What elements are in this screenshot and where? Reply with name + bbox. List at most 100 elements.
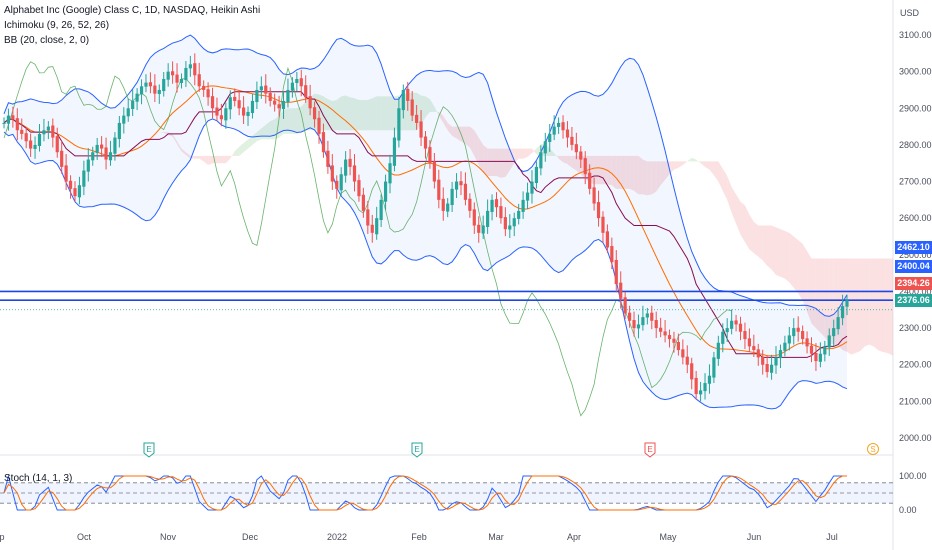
ichimoku-cloud-segment (571, 155, 577, 171)
candle-body (446, 203, 450, 212)
stoch-tick-label: 0.00 (899, 505, 917, 515)
candle-body (610, 246, 614, 263)
candle-body (676, 342, 680, 351)
ichimoku-cloud-segment (784, 231, 790, 283)
candle-body (153, 85, 157, 94)
ichimoku-cloud-segment (194, 155, 200, 159)
candle-body (406, 88, 410, 101)
candle-body (486, 210, 490, 227)
ichimoku-cloud-segment (886, 258, 892, 355)
ichimoku-cloud-segment (456, 126, 461, 142)
candle-body (747, 338, 751, 347)
candle-body (335, 180, 339, 189)
y-tick-label: 2100.00 (899, 396, 932, 406)
ichimoku-cloud-segment (602, 155, 608, 185)
candle-body (725, 328, 729, 333)
candle-body (104, 147, 108, 160)
ichimoku-cloud-segment (469, 126, 475, 156)
ichimoku-cloud-segment (452, 126, 457, 139)
ichimoku-cloud-segment (531, 148, 537, 155)
candle-body (171, 71, 175, 76)
candle-body (730, 320, 734, 329)
ichimoku-cloud-segment (185, 152, 191, 159)
ichimoku-cloud-segment (625, 155, 630, 189)
ichimoku-cloud-segment (629, 155, 635, 191)
candle-body (210, 96, 215, 109)
ichimoku-cloud-segment (758, 225, 763, 261)
candle-body (135, 93, 139, 102)
ichimoku-cloud-segment (287, 108, 293, 134)
ichimoku-cloud-segment (673, 161, 679, 170)
ichimoku-cloud-segment (563, 155, 568, 165)
candle-body (51, 125, 55, 138)
x-tick-label: Jul (826, 532, 838, 542)
candle-body (836, 317, 840, 330)
event-marker-label: E (146, 445, 151, 454)
candle-body (636, 324, 641, 329)
ichimoku-cloud-segment (802, 243, 808, 312)
ichimoku-cloud-segment (447, 122, 453, 136)
candle-body (233, 96, 237, 101)
candle-body (95, 144, 99, 153)
ichimoku-cloud-segment (239, 143, 244, 156)
candle-body (113, 137, 117, 154)
ichimoku-cloud-segment (678, 161, 683, 168)
ichimoku-cloud-segment (270, 119, 275, 140)
candle-body (716, 342, 720, 359)
price-label-kijun: 2394.26 (895, 277, 932, 290)
candle-body (548, 133, 552, 142)
candle-body (690, 363, 694, 380)
candle-body (184, 67, 188, 81)
candle-body (685, 356, 689, 365)
candle-body (401, 89, 405, 111)
x-tick-label: May (659, 532, 677, 542)
candle-body (219, 115, 224, 120)
candle-body (423, 136, 428, 149)
ichimoku-cloud-segment (265, 121, 271, 140)
candle-body (832, 328, 836, 337)
candle-body (672, 338, 676, 343)
ichimoku-cloud-segment (705, 161, 710, 170)
candle-body (738, 323, 743, 332)
candle-body (756, 349, 760, 358)
ichimoku-cloud-segment (611, 155, 617, 189)
candle-body (264, 85, 268, 94)
candle-body (175, 74, 179, 83)
candle-body (33, 144, 37, 149)
ichimoku-cloud-segment (474, 130, 479, 166)
candle-body (131, 100, 135, 110)
candle-body (605, 231, 610, 248)
ichimoku-cloud-segment (367, 98, 373, 131)
ichimoku-cloud-segment (341, 95, 346, 131)
candle-body (321, 132, 326, 153)
candle-body (565, 129, 570, 138)
ichimoku-cloud-segment (283, 108, 288, 134)
candle-body (312, 107, 317, 120)
candle-body (352, 165, 357, 182)
ichimoku-cloud-segment (869, 258, 874, 347)
y-tick-label: 2200.00 (899, 360, 932, 370)
ichimoku-cloud-segment (744, 205, 750, 250)
candle-body (273, 100, 277, 105)
ichimoku-cloud-segment (505, 148, 510, 177)
bb-legend[interactable]: BB (20, close, 2, 0) (4, 35, 90, 46)
candle-body (77, 185, 82, 198)
candle-body (60, 150, 64, 167)
candle-body (774, 357, 778, 366)
x-tick-label: 2022 (327, 532, 347, 542)
ichimoku-cloud-segment (301, 101, 306, 133)
y-tick-label: 2000.00 (899, 433, 932, 443)
candle-body (15, 118, 19, 131)
ichimoku-cloud-segment (815, 258, 821, 333)
candle-body (463, 183, 468, 200)
ichimoku-cloud-segment (811, 258, 816, 329)
ichimoku-legend[interactable]: Ichimoku (9, 26, 52, 26) (4, 20, 110, 31)
candle-body (193, 63, 197, 76)
bb-fill (4, 35, 847, 409)
ichimoku-cloud-segment (256, 128, 262, 142)
ichimoku-cloud-segment (518, 148, 524, 159)
currency-label: USD (900, 8, 920, 18)
stoch-legend[interactable]: Stoch (14, 1, 3) (4, 473, 73, 484)
candle-body (179, 78, 184, 83)
ichimoku-cloud-segment (780, 229, 785, 279)
